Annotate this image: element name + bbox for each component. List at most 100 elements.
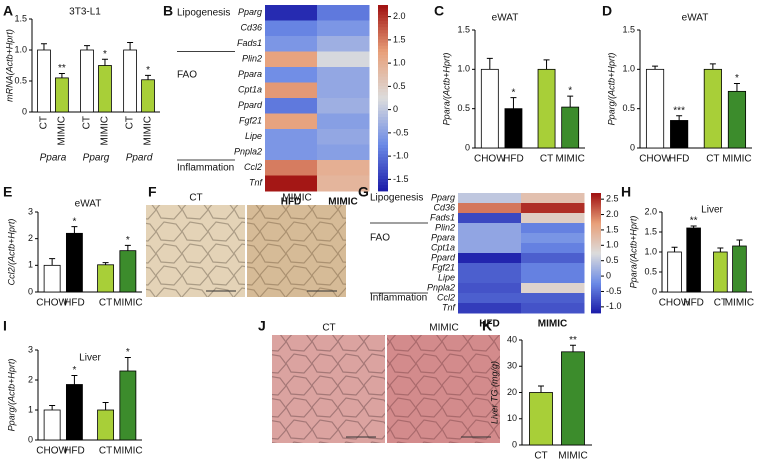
heat-cell [458,293,522,304]
colorbar-stripe [591,241,601,244]
colorbar-stripe [378,125,388,130]
colorbar-tick-label: 0 [606,270,611,280]
bar [504,108,523,149]
colorbar-tick-label: 0.5 [606,255,619,265]
group-label: Ppara [40,153,67,164]
row-label: Fads1 [430,212,455,222]
y-tick-label: 0 [465,142,470,152]
error-bar [145,74,152,80]
colorbar-stripe [591,303,601,306]
row-label: Ppard [431,252,456,262]
bar [97,409,115,441]
panel-title: eWAT [75,199,102,210]
panel-title: Liver [79,353,101,364]
y-tick-label: 2 [28,233,33,243]
colorbar-stripe [378,169,388,173]
colorbar-stripe [591,215,601,218]
y-axis-label: mRNA(Actb+Hprt) [4,29,14,102]
x-tick-label: CT [534,451,547,462]
colorbar-stripe [591,245,601,248]
panel-letter: B [163,3,173,19]
heat-cell [458,203,522,214]
y-tick-label: 0.5 [644,266,657,276]
heat-cell [317,98,370,114]
colorbar-tick-label: 1.0 [606,240,619,250]
colorbar-tick-label: 1.5 [606,224,619,234]
heat-cell [317,20,370,37]
x-tick-label: HFD [669,154,690,165]
heat-cell [317,160,370,176]
y-tick-label: 1.5 [644,226,657,236]
colorbar-stripe [591,307,601,310]
heat-cell [317,67,370,83]
error-bar [690,225,697,228]
error-bar [40,43,47,50]
x-tick-label: HFD [503,154,524,165]
bar [732,245,747,293]
micrograph-texture [247,205,346,297]
heat-cell [521,303,585,314]
row-label: Lipe [245,131,262,141]
y-axis-label: Liver TG (mg/g) [489,361,499,424]
heat-cell [265,82,318,99]
row-label: Plin2 [435,222,455,232]
error-bar [49,258,56,266]
heat-cell [458,273,522,284]
bar [561,351,585,446]
error-bar [71,375,78,385]
heat-cell [458,213,522,224]
x-tick-label: MIMIC [555,154,584,165]
column-label: HFD [479,319,500,330]
colorbar-stripe [591,211,601,214]
error-bar [84,45,91,50]
colorbar-stripe [378,17,388,21]
colorbar-stripe [378,184,388,189]
row-label: Tnf [442,302,457,312]
x-tick-label: CT [714,298,727,309]
y-tick-label: 0 [28,434,33,444]
colorbar-stripe [378,57,388,62]
colorbar-stripe [378,150,388,155]
y-tick-label: 1 [28,404,33,414]
panel-letter: E [3,184,12,200]
y-tick-label: 40 [507,334,517,344]
row-label: Lipe [438,272,455,282]
row-group-label: FAO [177,69,197,80]
colorbar-stripe [378,122,388,127]
row-group-label: Lipogenesis [177,7,230,18]
heat-cell [458,253,522,264]
y-tick-label: 1.0 [457,64,470,74]
colorbar-stripe [591,299,601,302]
x-tick-label: CT [125,116,136,129]
heat-cell [317,175,370,192]
significance: * [103,49,107,60]
x-tick-label: CHOW [36,298,68,309]
colorbar-stripe [378,132,388,136]
row-label: Cpt1a [238,85,262,95]
colorbar-stripe [378,45,388,49]
heat-cell [521,243,585,254]
colorbar-stripe [591,261,601,264]
bar [65,384,83,441]
row-label: Tnf [249,178,264,188]
x-tick-label: CHOW [639,154,671,165]
colorbar-stripe [378,135,388,139]
colorbar-stripe [378,94,388,99]
x-tick-label: HFD [64,446,85,457]
error-bar [676,115,683,121]
bar [703,68,722,149]
row-label: Cpt1a [431,242,455,252]
y-tick-label: 0 [28,286,33,296]
column-label: MIMIC [538,319,567,330]
error-bar [124,244,131,251]
x-tick-label: MIMIC [57,116,68,145]
row-group-label: FAO [370,233,390,244]
colorbar-tick-label: 0.5 [393,81,406,91]
image-label: MIMIC [429,323,458,334]
colorbar-tick-label: 2.0 [393,11,406,21]
colorbar-stripe [591,265,601,268]
y-axis-label: Pparg/(Actb+Hprt) [606,53,616,126]
heat-cell [317,113,370,130]
colorbar-stripe [378,107,388,111]
y-tick-label: 10 [507,413,517,423]
